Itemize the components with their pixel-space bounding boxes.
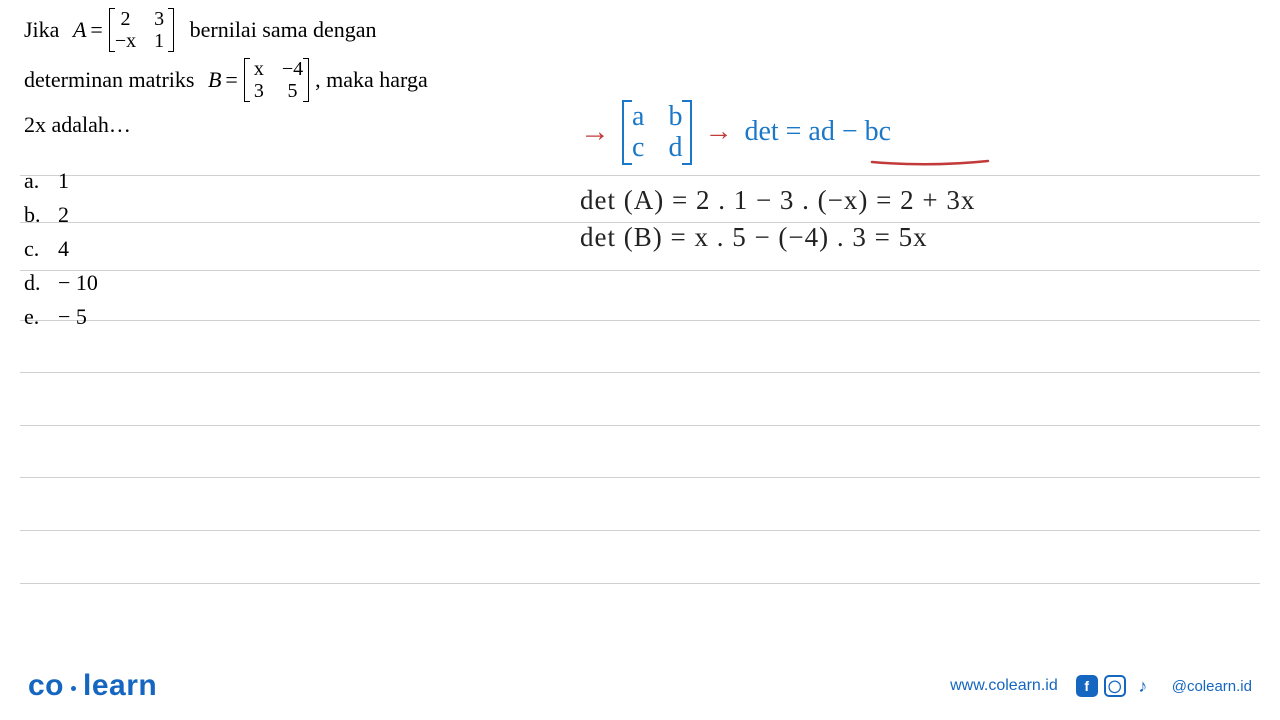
answer-label: e. [24, 300, 44, 334]
answer-list: a. 1 b. 2 c. 4 d. − 10 e. − 5 [24, 164, 98, 334]
det-a-line: det (A) = 2 . 1 − 3 . (−x) = 2 + 3x [580, 185, 1260, 216]
instagram-icon[interactable]: ◯ [1104, 675, 1126, 697]
answer-option[interactable]: d. − 10 [24, 266, 98, 300]
question-line-1: Jika A = 2 3 −x 1 bernilai sama dengan [24, 8, 554, 52]
logo-text-co: co [28, 669, 64, 703]
answer-option[interactable]: a. 1 [24, 164, 98, 198]
det-b-line: det (B) = x . 5 − (−4) . 3 = 5x [580, 222, 1260, 253]
text-determinan: determinan matriks [24, 65, 194, 95]
ruled-line [20, 320, 1260, 321]
arrow-icon-2: → [704, 116, 732, 148]
logo-dot-icon [71, 686, 76, 691]
handwritten-work: → a b c d → det = ad − bc det (A) = 2 . … [580, 100, 1260, 253]
question-line-2: determinan matriks B = x −4 3 5 , maka h… [24, 58, 554, 102]
social-icons: f ◯ ♪ [1076, 675, 1154, 697]
generic-matrix: a b c d [622, 100, 692, 165]
hw-formula-row: → a b c d → det = ad − bc [580, 100, 1260, 165]
question-line-3: 2x adalah… [24, 110, 554, 140]
arrow-icon: → [580, 115, 610, 149]
ruled-line [20, 270, 1260, 271]
answer-value: 2 [58, 198, 69, 232]
matrix-a: 2 3 −x 1 [109, 8, 174, 52]
facebook-icon[interactable]: f [1076, 675, 1098, 697]
ruled-line [20, 477, 1260, 478]
underline-mark [870, 158, 990, 166]
ruled-line [20, 372, 1260, 373]
text-jika: Jika [24, 15, 59, 45]
answer-label: c. [24, 232, 44, 266]
logo-text-learn: learn [83, 669, 157, 703]
text-maka: , maka harga [315, 65, 428, 95]
answer-value: − 5 [58, 300, 87, 334]
answer-label: d. [24, 266, 44, 300]
answer-value: − 10 [58, 266, 98, 300]
footer-url[interactable]: www.colearn.id [950, 677, 1058, 695]
logo: colearn [28, 669, 157, 703]
var-a: A [73, 15, 86, 45]
tiktok-icon[interactable]: ♪ [1132, 675, 1154, 697]
footer: colearn www.colearn.id f ◯ ♪ @colearn.id [0, 658, 1280, 720]
footer-right: www.colearn.id f ◯ ♪ @colearn.id [950, 675, 1252, 697]
ruled-line [20, 583, 1260, 584]
det-formula: det = ad − bc [744, 116, 891, 148]
text-bernilai: bernilai sama dengan [190, 15, 377, 45]
answer-value: 1 [58, 164, 69, 198]
ruled-line [20, 530, 1260, 531]
social-handle[interactable]: @colearn.id [1172, 678, 1252, 695]
answer-option[interactable]: b. 2 [24, 198, 98, 232]
answer-label: a. [24, 164, 44, 198]
matrix-b: x −4 3 5 [244, 58, 309, 102]
content-area: Jika A = 2 3 −x 1 bernilai sama dengan d… [0, 0, 1280, 660]
question-text: Jika A = 2 3 −x 1 bernilai sama dengan d… [24, 8, 554, 140]
equals: = [90, 15, 102, 45]
var-b: B [208, 65, 221, 95]
answer-option[interactable]: c. 4 [24, 232, 98, 266]
ruled-line [20, 425, 1260, 426]
answer-label: b. [24, 198, 44, 232]
answer-value: 4 [58, 232, 69, 266]
answer-option[interactable]: e. − 5 [24, 300, 98, 334]
equals-2: = [225, 65, 237, 95]
